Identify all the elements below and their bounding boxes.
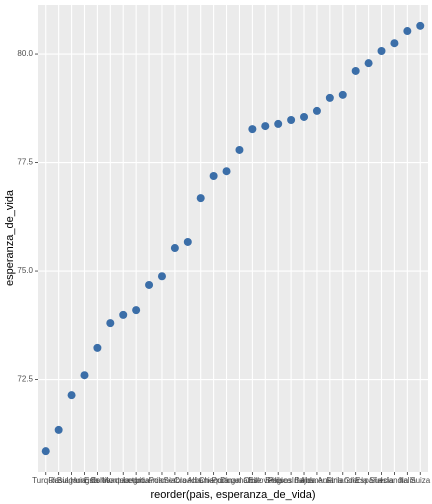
x-tick-label: Bélgica (265, 476, 292, 485)
point (300, 112, 309, 121)
x-axis-title: reorder(pais, esperanza_de_vida) (150, 489, 315, 501)
x-tick-label: Chequia (199, 476, 229, 485)
x-tick-label: Países Bajos (268, 476, 315, 485)
y-tick-label: 80.0 (17, 49, 33, 58)
x-tick-label: Italia (399, 476, 416, 485)
point (183, 237, 192, 246)
x-tick-label: Montenegro (102, 476, 145, 485)
point (312, 106, 321, 115)
y-tick-label: 72.5 (17, 375, 33, 384)
panel (38, 5, 428, 472)
x-tick-label: Serbia (163, 476, 187, 485)
y-tick-label: 75.0 (17, 266, 33, 275)
x-tick-label: Turquía (32, 476, 60, 485)
x-tick-label: Estonia (84, 476, 111, 485)
point (403, 27, 412, 36)
x-tick-label: Chile (243, 476, 262, 485)
x-tick-label: Bulgaria (57, 476, 87, 485)
x-tick-label: Grecia (344, 476, 368, 485)
x-tick-label: Austria (317, 476, 342, 485)
point (93, 343, 102, 352)
y-axis-title: esperanza_de_vida (4, 189, 16, 286)
x-tick-label: Albania (187, 476, 214, 485)
x-tick-label: Suecia (369, 476, 394, 485)
point (196, 194, 205, 203)
y-tick-label: 77.5 (17, 158, 33, 167)
x-tick-label: Hungría (70, 476, 99, 485)
point (222, 167, 231, 176)
x-tick-label: Rusia (48, 476, 69, 485)
x-tick-label: Dinamarca (220, 476, 259, 485)
point (41, 447, 50, 456)
point (157, 272, 166, 281)
x-tick-label: Portugal (212, 476, 242, 485)
point (132, 306, 141, 315)
point (235, 145, 244, 154)
x-tick-label: Eslovaquia (91, 476, 131, 485)
point (325, 93, 334, 102)
point (390, 39, 399, 48)
x-tick-label: Croacia (174, 476, 202, 485)
x-tick-label: Eslovenia (248, 476, 283, 485)
x-tick-label: Finlandia (327, 476, 360, 485)
x-tick-label: Irlanda (292, 476, 317, 485)
point (338, 90, 347, 99)
x-tick-label: Alemania (300, 476, 334, 485)
point (119, 310, 128, 319)
point (106, 319, 115, 328)
point (261, 122, 270, 131)
point (377, 47, 386, 56)
point (209, 172, 218, 181)
point (67, 391, 76, 400)
point (145, 280, 154, 289)
point (274, 119, 283, 128)
point (351, 66, 360, 75)
x-tick-label: Lituania (135, 476, 164, 485)
x-tick-label: España (355, 476, 383, 485)
x-tick-label: Suiza (410, 476, 431, 485)
x-tick-label: Letonia (123, 476, 150, 485)
point (54, 425, 63, 434)
point (80, 371, 89, 380)
point (287, 116, 296, 125)
x-tick-label: Islandia (381, 476, 409, 485)
point (364, 59, 373, 68)
point (170, 244, 179, 253)
point (416, 21, 425, 30)
x-tick-label: Polonia (149, 476, 176, 485)
point (248, 125, 257, 134)
